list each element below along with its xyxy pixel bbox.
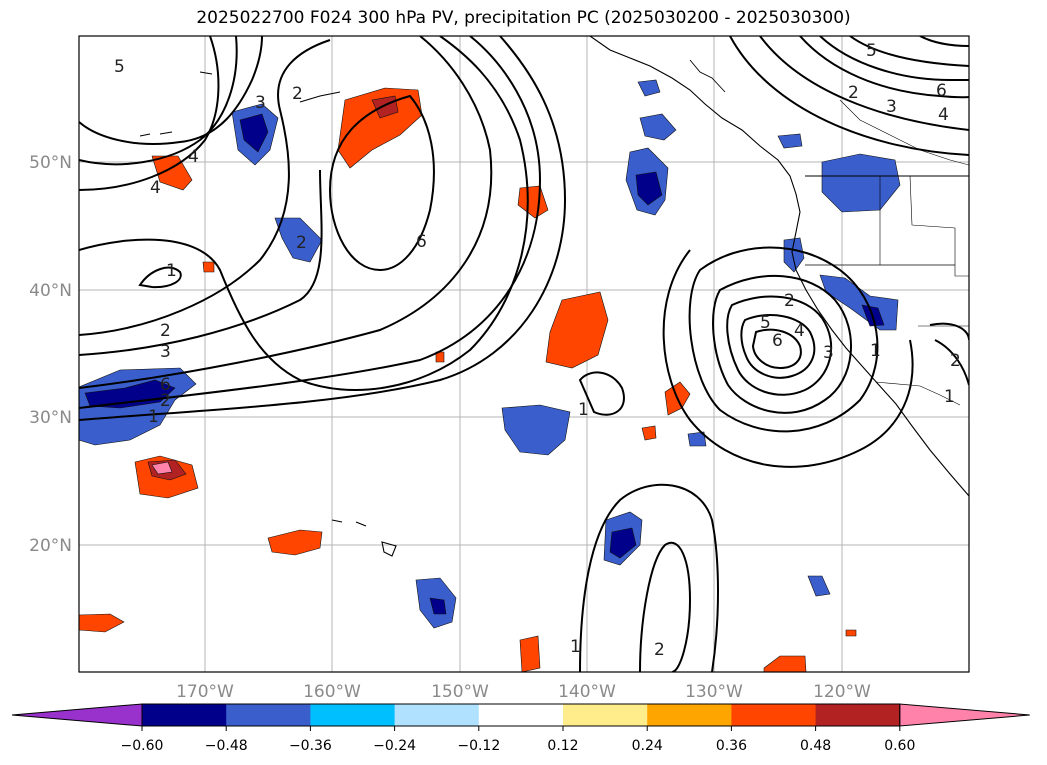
map-frame: [78, 35, 970, 673]
contour-label: 4: [188, 147, 199, 167]
colorbar: −0.60 −0.48 −0.36 −0.24 −0.12 0.12 0.24 0.36 0.4…: [11, 703, 1030, 754]
colorbar-tick-label: 0.36: [716, 738, 747, 754]
lon-label: 120°W: [813, 682, 871, 702]
lat-label: 20°N: [29, 536, 72, 556]
lon-label: 160°W: [303, 682, 361, 702]
contour-label: 4: [794, 321, 805, 341]
contour-label: 5: [114, 57, 125, 77]
lat-label: 30°N: [29, 408, 72, 428]
longitude-labels: 170°W 160°W 150°W 140°W 130°W 120°W: [176, 682, 871, 702]
colorbar-segment: [563, 704, 648, 726]
contour-label: 6: [936, 81, 947, 101]
contour-label: 1: [570, 637, 581, 657]
colorbar-segment: [142, 704, 227, 726]
contour-label: 1: [578, 400, 589, 420]
contour-label: 4: [150, 178, 161, 198]
pv-contours: [79, 36, 969, 672]
map-title: 2025022700 F024 300 hPa PV, precipitatio…: [196, 8, 851, 28]
contour-label: 2: [784, 291, 795, 311]
contour-label: 2: [950, 351, 961, 371]
colorbar-tick-label: −0.24: [373, 738, 416, 754]
colorbar-segment: [478, 704, 564, 726]
contour-label: 3: [886, 97, 897, 117]
colorbar-segment: [394, 704, 480, 726]
coastlines: [139, 36, 969, 557]
contour-label: 1: [148, 407, 159, 427]
contour-label: 3: [160, 342, 171, 362]
colorbar-segment: [815, 704, 901, 726]
colorbar-tick-label: −0.48: [205, 738, 248, 754]
lat-label: 50°N: [29, 153, 72, 173]
contour-label: 2: [654, 640, 665, 660]
contour-label: 1: [870, 341, 881, 361]
colorbar-segment: [647, 704, 732, 726]
contour-label: 1: [166, 261, 177, 281]
lon-label: 140°W: [558, 682, 616, 702]
colorbar-tick-label: −0.36: [289, 738, 332, 754]
contour-label: 2: [292, 84, 303, 104]
colorbar-segment: [310, 704, 396, 726]
contour-label: 1: [944, 387, 955, 407]
lat-label: 40°N: [29, 281, 72, 301]
contour-label: 5: [760, 313, 771, 333]
contour-label: 6: [772, 331, 783, 351]
colorbar-tick-label: 0.60: [884, 738, 915, 754]
colorbar-extend-high: [899, 703, 1030, 727]
colorbar-tick-label: 0.24: [632, 738, 663, 754]
colorbar-frame: [141, 703, 901, 727]
colorbar-extend-low: [11, 703, 143, 727]
colorbar-tick-label: 0.48: [800, 738, 831, 754]
colorbar-tick-label: −0.12: [457, 738, 500, 754]
contour-labels: 5 2 3 4 4 6 1 2 3 1 6 2 5 4 3 6 2 3 4 6 …: [114, 41, 961, 660]
colorbar-tick-label: −0.60: [121, 738, 164, 754]
contour-label: 2: [848, 83, 859, 103]
colorbar-tick-label: 0.12: [547, 738, 578, 754]
lon-label: 130°W: [685, 682, 743, 702]
map-area: [79, 36, 969, 672]
latitude-labels: 50°N 40°N 30°N 20°N: [29, 153, 72, 556]
contour-label: 4: [938, 105, 949, 125]
contour-label: 2: [160, 391, 171, 411]
colorbar-segment: [731, 704, 817, 726]
contour-label: 6: [160, 375, 171, 395]
lon-label: 150°W: [431, 682, 489, 702]
colorbar-segment: [226, 704, 311, 726]
contour-label: 3: [255, 93, 266, 113]
contour-label: 2: [296, 233, 307, 253]
precip-negative-areas: [79, 79, 901, 629]
contour-label: 5: [866, 41, 877, 61]
contour-label: 6: [416, 232, 427, 252]
lon-label: 170°W: [176, 682, 234, 702]
precip-positive-areas: [79, 87, 857, 672]
contour-label: 2: [160, 321, 171, 341]
contour-label: 3: [823, 343, 834, 363]
